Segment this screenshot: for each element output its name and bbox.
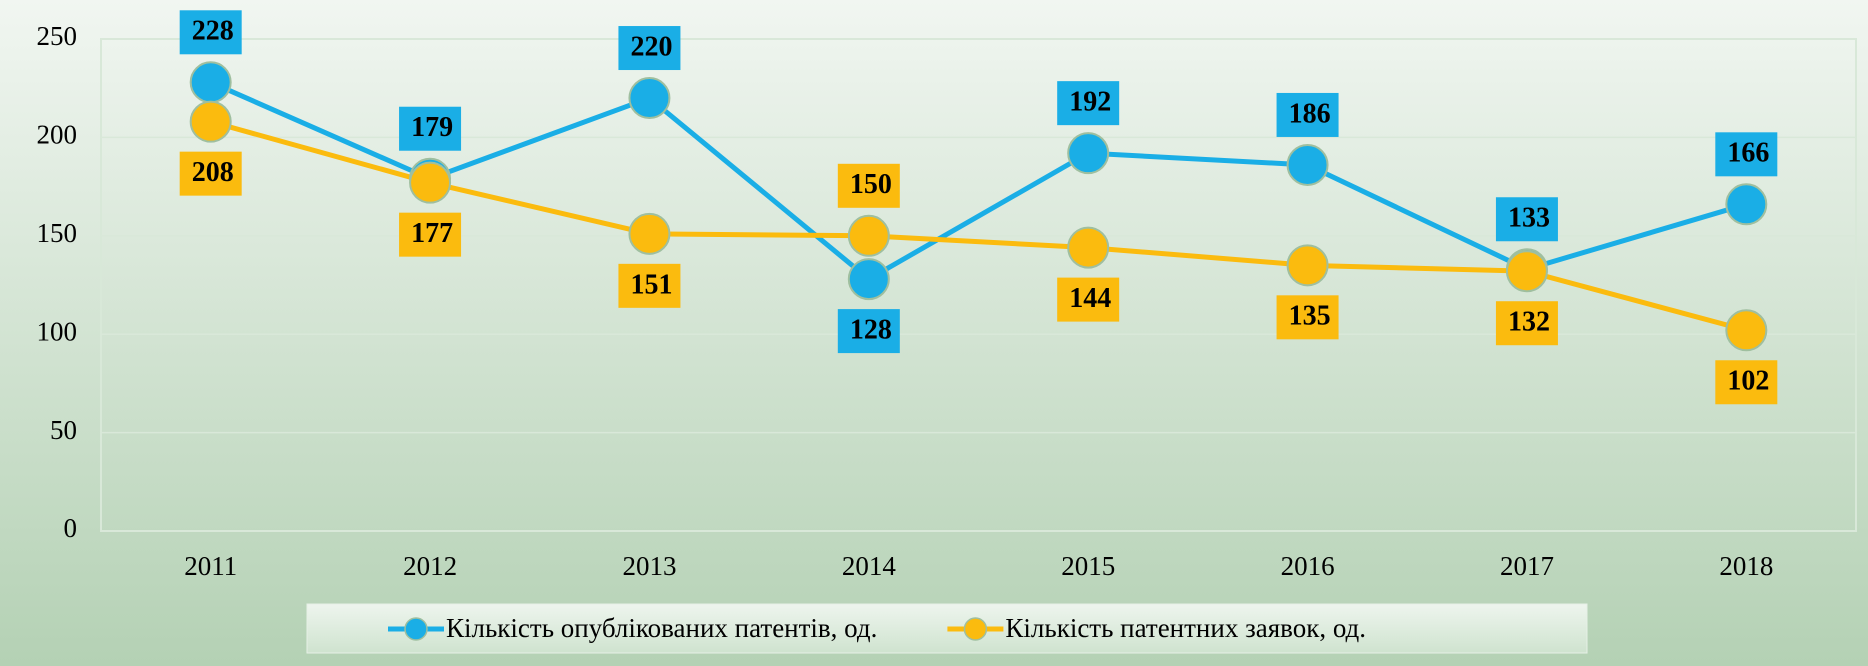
y-tick-label: 50 <box>50 415 77 445</box>
data-label-bg <box>837 163 900 208</box>
data-label-bg <box>399 106 462 151</box>
data-point <box>1725 309 1768 352</box>
data-label: 128 <box>850 315 892 346</box>
data-label-bg <box>179 10 242 55</box>
y-tick-label: 200 <box>37 120 78 150</box>
data-label: 151 <box>630 269 672 300</box>
data-point <box>189 61 232 104</box>
data-label: 135 <box>1289 301 1331 332</box>
data-point <box>1067 132 1110 175</box>
data-label: 102 <box>1727 366 1769 397</box>
data-label-bg <box>1715 132 1778 177</box>
data-label: 208 <box>192 157 234 188</box>
legend-label: Кількість патентних заявок, од. <box>1005 613 1366 643</box>
data-point <box>1286 143 1329 186</box>
data-point <box>1725 183 1768 226</box>
y-tick-label: 250 <box>37 21 78 51</box>
legend-label: Кількість опублікованих патентів, од. <box>446 613 877 643</box>
legend-marker <box>404 617 428 641</box>
data-point <box>1067 226 1110 269</box>
x-tick-label: 2014 <box>842 551 897 581</box>
data-point <box>1286 244 1329 287</box>
data-label-bg <box>1057 81 1120 126</box>
data-label: 192 <box>1069 87 1111 118</box>
data-label: 133 <box>1508 203 1550 234</box>
data-point <box>1505 250 1548 293</box>
data-label: 177 <box>411 218 453 249</box>
y-tick-label: 100 <box>37 316 78 346</box>
data-label: 166 <box>1727 138 1769 169</box>
data-point <box>628 212 671 255</box>
data-label-bg <box>399 212 462 257</box>
legend <box>306 603 1588 654</box>
x-tick-label: 2016 <box>1281 551 1335 581</box>
data-label: 179 <box>411 112 453 143</box>
data-label-bg <box>1276 92 1339 137</box>
data-point <box>847 258 890 301</box>
data-label-bg <box>618 26 681 71</box>
data-label: 220 <box>630 31 672 62</box>
series-line <box>209 80 1748 283</box>
data-label-bg <box>1495 197 1558 242</box>
data-label-bg <box>618 263 681 308</box>
data-label: 228 <box>192 16 234 47</box>
legend-marker <box>963 617 988 641</box>
x-tick-label: 2015 <box>1061 551 1115 581</box>
series-line <box>210 119 1747 333</box>
x-tick-label: 2012 <box>403 551 457 581</box>
data-label: 150 <box>850 169 892 200</box>
x-tick-label: 2017 <box>1500 551 1554 581</box>
data-label: 132 <box>1508 307 1550 338</box>
data-point <box>409 161 452 204</box>
x-tick-label: 2018 <box>1719 551 1773 581</box>
data-label-bg <box>1715 360 1778 405</box>
data-point <box>189 100 232 143</box>
data-label: 144 <box>1069 283 1111 314</box>
data-label: 186 <box>1289 98 1331 129</box>
x-tick-label: 2013 <box>622 551 676 581</box>
data-point <box>628 77 671 120</box>
data-label-bg <box>1057 277 1120 322</box>
data-label-bg <box>1495 301 1558 346</box>
data-point <box>847 214 890 257</box>
y-tick-label: 150 <box>37 218 78 248</box>
data-label-bg <box>179 151 242 196</box>
x-tick-label: 2011 <box>184 551 237 581</box>
y-tick-label: 0 <box>64 513 78 543</box>
data-label-bg <box>1276 295 1339 340</box>
data-label-bg <box>837 309 900 354</box>
